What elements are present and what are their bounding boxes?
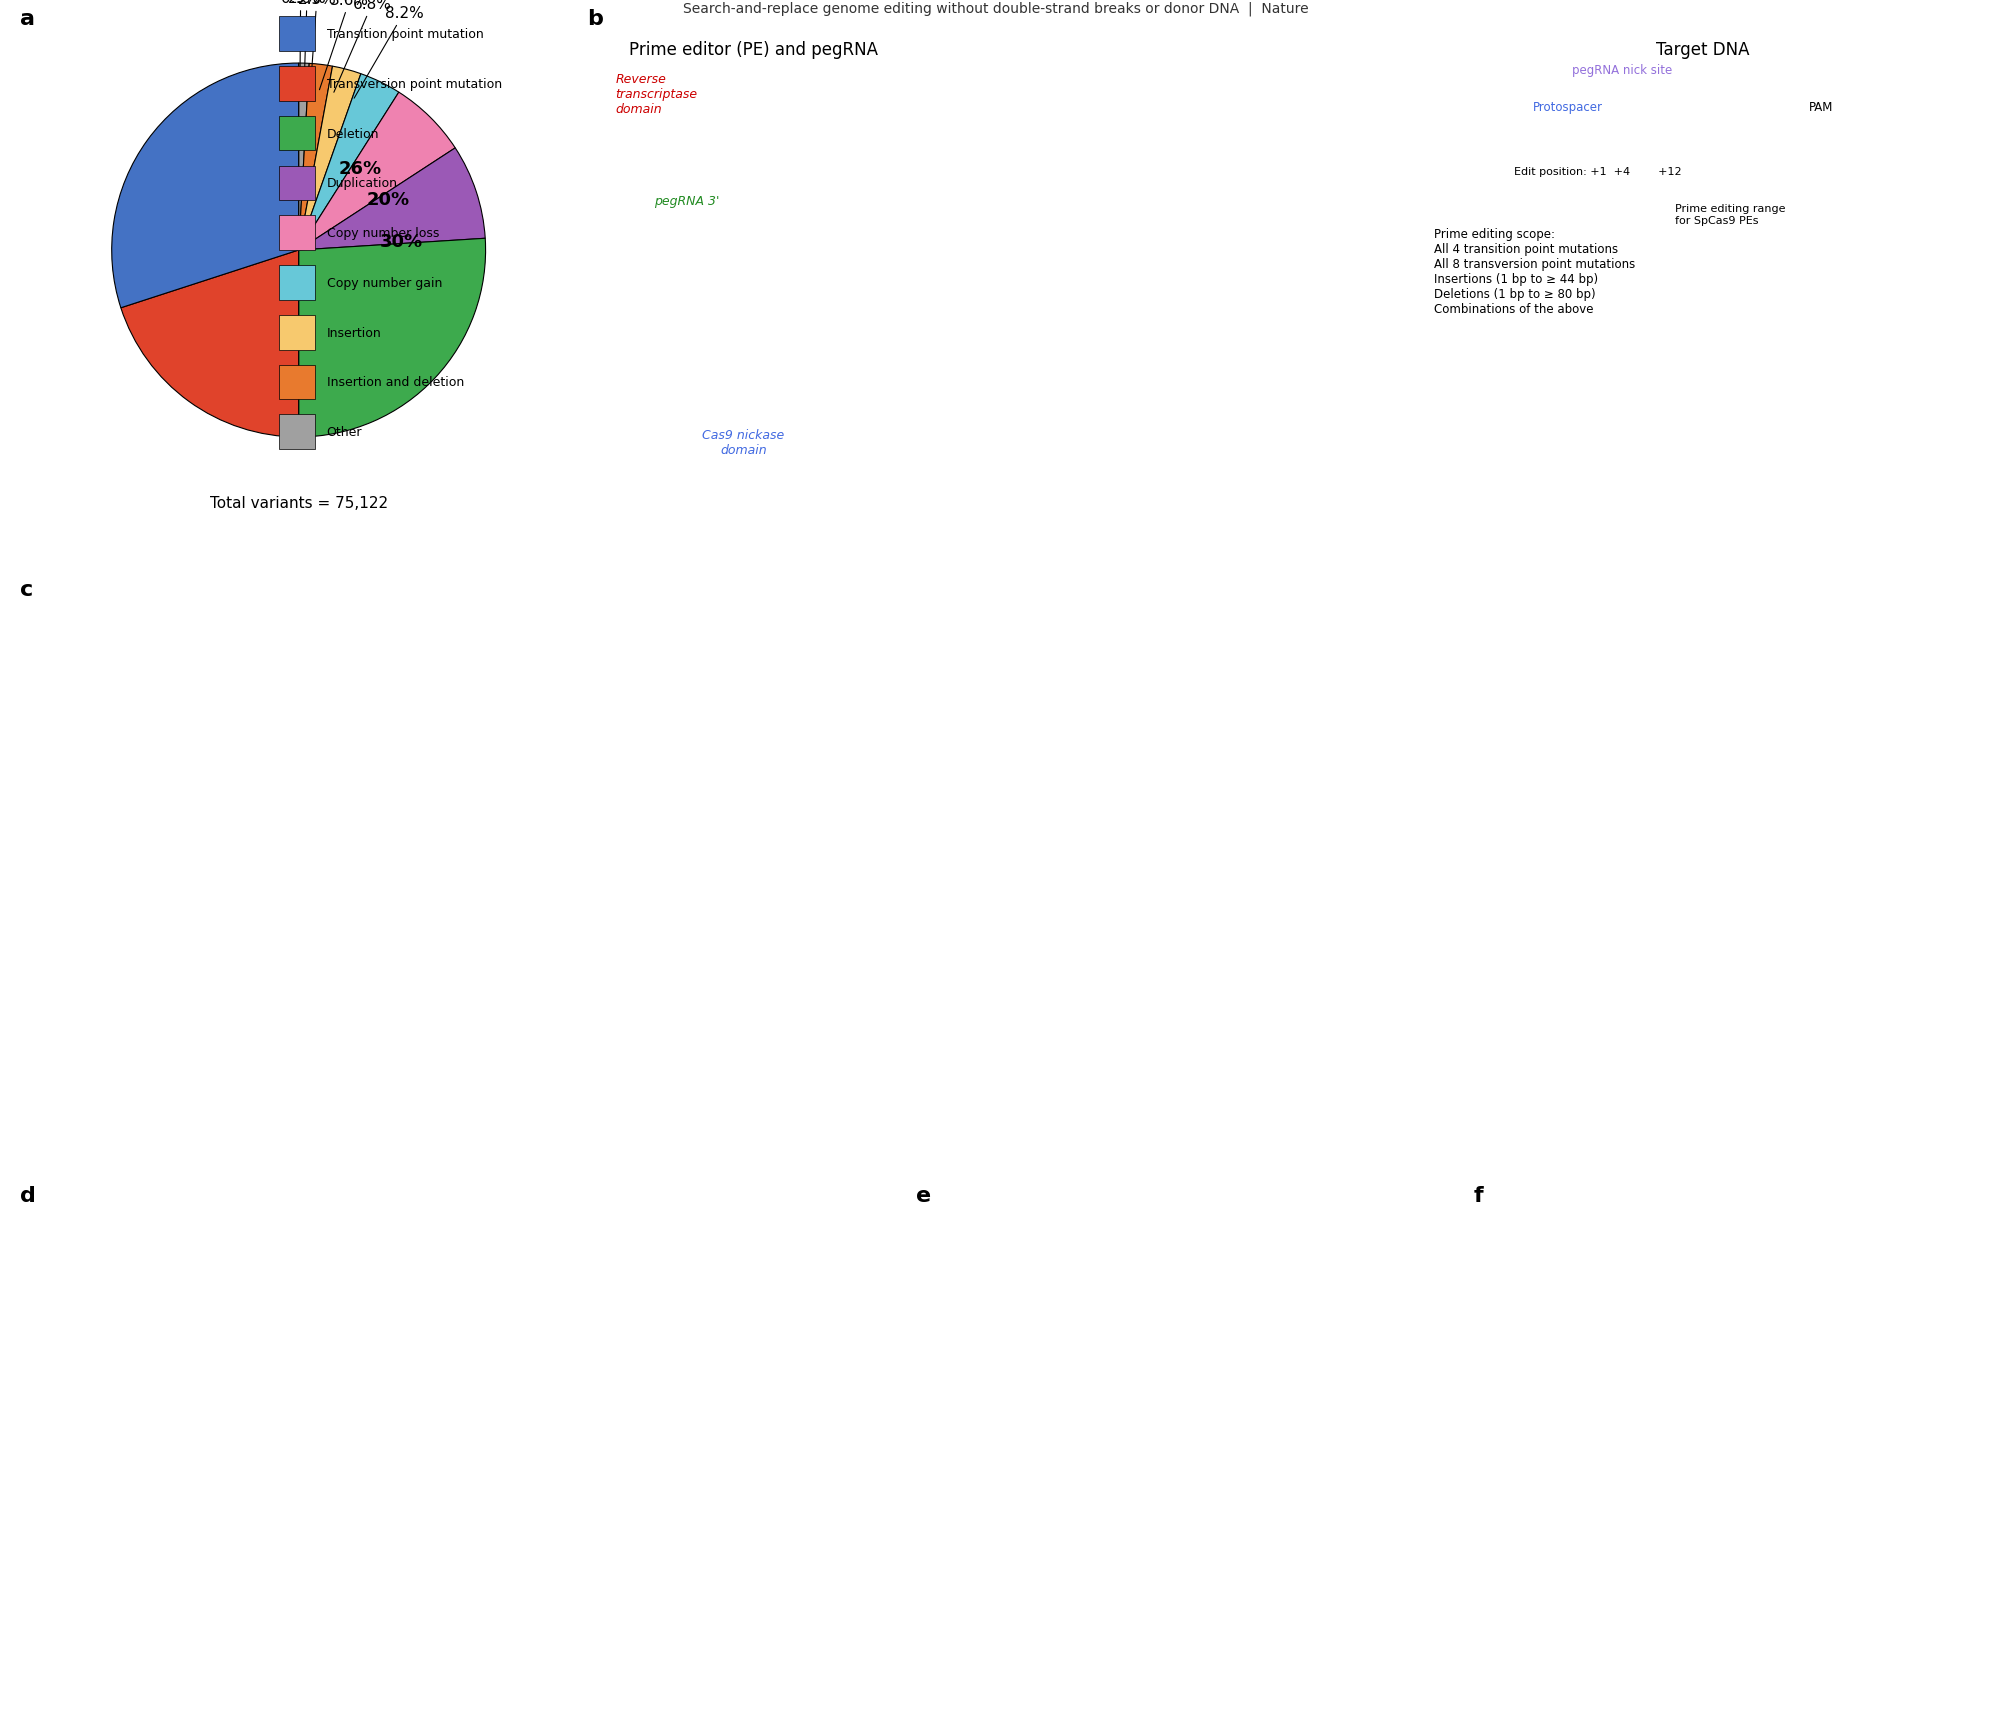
Text: Edit position: +1  +4        +12: Edit position: +1 +4 +12 [1515, 166, 1682, 176]
Text: c: c [20, 580, 34, 600]
Text: Insertion and deletion: Insertion and deletion [327, 375, 464, 389]
Text: Reverse
transcriptase
domain: Reverse transcriptase domain [615, 73, 697, 116]
Text: 26%: 26% [338, 159, 382, 178]
Text: Insertion: Insertion [327, 327, 380, 339]
Bar [279, 266, 315, 301]
Text: Deletion: Deletion [327, 128, 378, 140]
Text: 30%: 30% [380, 234, 422, 251]
Text: Duplication: Duplication [327, 176, 398, 190]
Bar [279, 216, 315, 251]
Bar [279, 17, 315, 52]
Text: Target DNA: Target DNA [1657, 40, 1748, 59]
Bar [279, 415, 315, 450]
Text: Copy number gain: Copy number gain [327, 277, 442, 291]
Wedge shape [299, 93, 456, 251]
Text: Total variants = 75,122: Total variants = 75,122 [209, 495, 388, 510]
Wedge shape [111, 64, 299, 308]
Text: 2.5%: 2.5% [297, 0, 336, 90]
Text: f: f [1473, 1185, 1483, 1206]
Text: b: b [587, 9, 603, 29]
Bar [279, 67, 315, 102]
Text: 0.9%: 0.9% [281, 0, 321, 90]
Wedge shape [299, 64, 309, 251]
Text: Transition point mutation: Transition point mutation [327, 28, 484, 42]
Text: e: e [916, 1185, 932, 1206]
Wedge shape [299, 67, 360, 251]
Text: 20%: 20% [366, 190, 410, 208]
Text: Transversion point mutation: Transversion point mutation [327, 78, 502, 92]
Text: Protospacer: Protospacer [1533, 102, 1603, 114]
Bar [279, 365, 315, 400]
Bar [279, 166, 315, 201]
Wedge shape [299, 64, 332, 251]
Text: Prime editing range
for SpCas9 PEs: Prime editing range for SpCas9 PEs [1676, 204, 1786, 225]
Wedge shape [299, 149, 486, 251]
Bar [279, 315, 315, 349]
Text: Other: Other [327, 426, 362, 439]
Text: Search-and-replace genome editing without double-strand breaks or donor DNA  |  : Search-and-replace genome editing withou… [683, 2, 1308, 16]
Text: PAM: PAM [1808, 102, 1834, 114]
Wedge shape [121, 251, 299, 438]
Text: 6.8%: 6.8% [334, 0, 392, 93]
Wedge shape [299, 239, 486, 438]
Text: 8.2%: 8.2% [354, 7, 424, 99]
Text: a: a [20, 9, 36, 29]
Text: d: d [20, 1185, 36, 1206]
Bar [279, 118, 315, 152]
Text: 2.0%: 2.0% [287, 0, 327, 90]
Text: pegRNA 3': pegRNA 3' [655, 195, 719, 208]
Wedge shape [299, 74, 398, 251]
Text: pegRNA nick site: pegRNA nick site [1571, 64, 1672, 78]
Text: Cas9 nickase
domain: Cas9 nickase domain [703, 429, 784, 457]
Text: Prime editing scope:
All 4 transition point mutations
All 8 transversion point m: Prime editing scope: All 4 transition po… [1434, 228, 1635, 315]
Text: Prime editor (PE) and pegRNA: Prime editor (PE) and pegRNA [629, 40, 878, 59]
Text: Copy number loss: Copy number loss [327, 227, 438, 240]
Text: 3.6%: 3.6% [319, 0, 368, 90]
